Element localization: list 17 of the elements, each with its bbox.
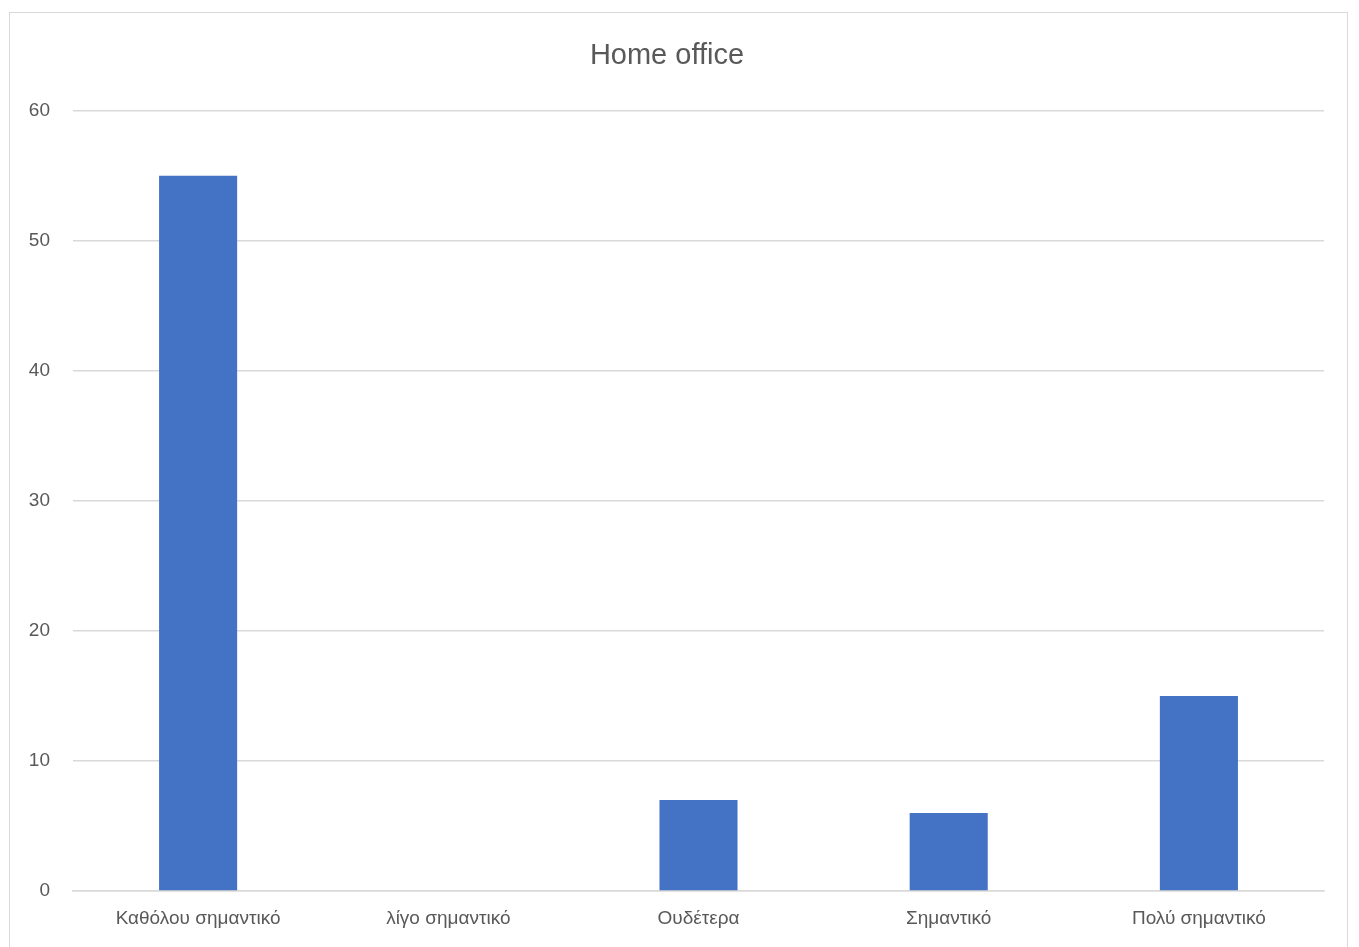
x-tick-label: Καθόλου σημαντικό: [115, 906, 281, 928]
x-tick-label: Ουδέτερα: [657, 906, 740, 928]
bar: [159, 175, 238, 891]
bar: [659, 799, 738, 891]
y-tick-label: 30: [28, 489, 50, 511]
y-tick-label: 60: [28, 99, 50, 121]
chart-title: Home office: [589, 38, 745, 71]
y-tick-label: 20: [28, 619, 50, 641]
x-tick-label: λίγο σημαντικό: [386, 906, 511, 928]
x-tick-label: Σημαντικό: [906, 906, 992, 928]
x-tick-label: Πολύ σημαντικό: [1131, 906, 1266, 928]
y-tick-label: 40: [28, 359, 50, 381]
y-tick-label: 0: [39, 879, 50, 901]
y-tick-label: 10: [28, 749, 50, 771]
y-tick-label: 50: [28, 229, 50, 251]
bar: [909, 812, 988, 891]
bar: [1159, 695, 1238, 891]
